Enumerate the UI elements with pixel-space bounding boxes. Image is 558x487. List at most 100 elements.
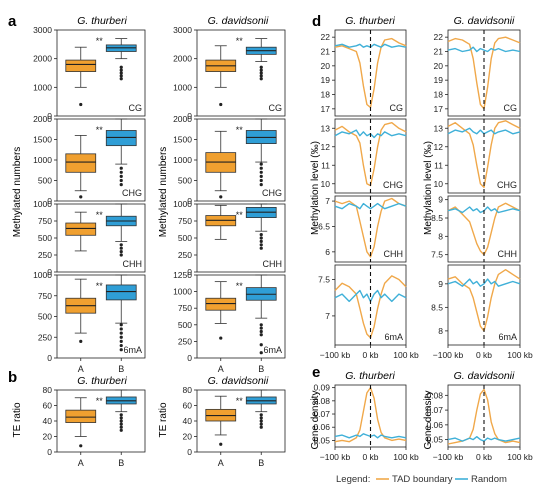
x-tick-label: A <box>218 458 224 468</box>
plot-frame <box>196 274 286 359</box>
outlier-point <box>259 178 263 183</box>
context-label: CG <box>129 103 143 113</box>
title-b-thurberi: G. thurberi <box>77 375 127 387</box>
outlier-point <box>119 178 123 183</box>
outlier-point <box>259 166 263 170</box>
y-tick-label: 20 <box>43 432 53 442</box>
panel-letter-e: e <box>312 364 320 381</box>
y-tick-label: 18 <box>434 90 444 100</box>
y-tick-label: 0.05 <box>426 435 443 445</box>
ylabel-d-thurberi: Methylation level (‰) <box>310 141 321 235</box>
context-label: CHH <box>123 259 143 269</box>
series-line-random <box>447 278 521 287</box>
y-tick-label: 20 <box>434 61 444 71</box>
y-tick-label: 6 <box>325 247 330 257</box>
outlier-point <box>79 339 83 343</box>
y-tick-label: 500 <box>178 233 192 243</box>
outlier-point <box>259 422 263 426</box>
y-tick-label: 21 <box>321 47 331 57</box>
outlier-point <box>259 68 263 72</box>
y-tick-label: 2000 <box>173 54 192 64</box>
y-tick-label: 20 <box>321 61 331 71</box>
chart-b-thu: 0 20 40 60 80 A B ** <box>43 385 146 468</box>
y-tick-label: 0 <box>47 111 52 121</box>
outlier-point <box>259 65 263 69</box>
outlier-point <box>259 243 263 247</box>
ylabel-e-davidsonii: Gene density <box>423 391 434 450</box>
ylabel-a-davidsonii: Methylated numbers <box>158 147 169 238</box>
significance-label: ** <box>96 36 104 46</box>
y-tick-label: 750 <box>178 216 192 226</box>
y-tick-label: 0.07 <box>313 409 330 419</box>
y-tick-label: 1000 <box>33 199 52 209</box>
y-tick-label: 11 <box>434 160 443 170</box>
y-tick-label: 17 <box>321 104 331 114</box>
y-tick-label: 750 <box>178 303 192 313</box>
outlier-point <box>119 416 123 420</box>
outlier-point <box>119 246 123 250</box>
x-tick-label: −100 kb <box>320 452 351 462</box>
outlier-point <box>259 416 263 420</box>
title-a-thurberi: G. thurberi <box>77 15 127 27</box>
context-label: CHH <box>498 249 518 259</box>
outlier-point <box>219 102 223 107</box>
ylabel-b-thurberi: TE ratio <box>12 402 23 437</box>
x-tick-label: B <box>258 458 264 468</box>
title-d-davidsonii: G. davidsonii <box>454 15 515 27</box>
outlier-point <box>119 425 123 429</box>
box-A <box>65 222 97 236</box>
y-tick-label: 8.5 <box>431 213 443 223</box>
chart-a-dav-CG: 0 1000 2000 3000 ** CG <box>173 25 286 121</box>
y-tick-label: 0.07 <box>426 405 443 415</box>
outlier-point <box>119 183 123 187</box>
outlier-point <box>79 102 83 107</box>
context-label: CHG <box>122 188 142 198</box>
outlier-point <box>259 162 263 166</box>
outlier-point <box>259 246 263 250</box>
x-tick-label: B <box>118 458 124 468</box>
outlier-point <box>119 339 123 343</box>
significance-label: ** <box>236 125 244 135</box>
outlier-point <box>259 351 263 355</box>
title-a-davidsonii: G. davidsonii <box>208 15 269 27</box>
y-tick-label: 0 <box>47 353 52 363</box>
series-line-random <box>447 46 521 53</box>
y-tick-label: 13 <box>321 123 331 133</box>
x-tick-label: 100 kb <box>393 452 419 462</box>
y-tick-label: 250 <box>38 332 52 342</box>
y-tick-label: 500 <box>178 320 192 330</box>
y-tick-label: 6.5 <box>318 221 330 231</box>
chart-a-thu-CHG: 0 500 1000 1500 2000 ** CHG <box>33 114 146 206</box>
outlier-point <box>119 335 123 339</box>
y-tick-label: 7.5 <box>431 250 443 260</box>
chart-b-dav: 0 20 40 60 80 A B ** <box>183 385 286 468</box>
outlier-point <box>259 343 263 347</box>
panel-letter-b: b <box>8 369 17 386</box>
legend-title: Legend: <box>336 474 370 485</box>
x-tick-label: A <box>78 364 84 374</box>
significance-label: ** <box>96 281 104 291</box>
chart-a-dav-CHG: 0 500 1000 1500 2000 ** CHG <box>173 114 286 206</box>
chart-a-thu-6mA: 0 250 500 750 1000 A B ** 6mA <box>33 270 146 374</box>
y-tick-label: 8 <box>438 231 443 241</box>
outlier-point <box>119 413 123 417</box>
significance-label: ** <box>236 210 244 220</box>
x-tick-label: B <box>258 364 264 374</box>
chart-panels: 0100020003000**CG0500100015002000**CHG02… <box>33 25 533 468</box>
y-tick-label: 0 <box>187 267 192 277</box>
y-tick-label: 0 <box>187 111 192 121</box>
y-tick-label: 1000 <box>173 82 192 92</box>
outlier-point <box>259 174 263 178</box>
outlier-point <box>119 170 123 174</box>
outlier-point <box>219 195 223 199</box>
outlier-point <box>259 239 263 243</box>
context-label: CG <box>390 103 404 113</box>
outlier-point <box>79 195 83 199</box>
chart-d-thu-CHG: 10 11 12 13 CHG <box>321 118 407 194</box>
outlier-point <box>119 71 123 75</box>
context-label: 6mA <box>123 345 142 355</box>
outlier-point <box>259 413 263 417</box>
outlier-point <box>259 233 263 237</box>
y-tick-label: 22 <box>321 32 331 42</box>
significance-label: ** <box>96 125 104 135</box>
